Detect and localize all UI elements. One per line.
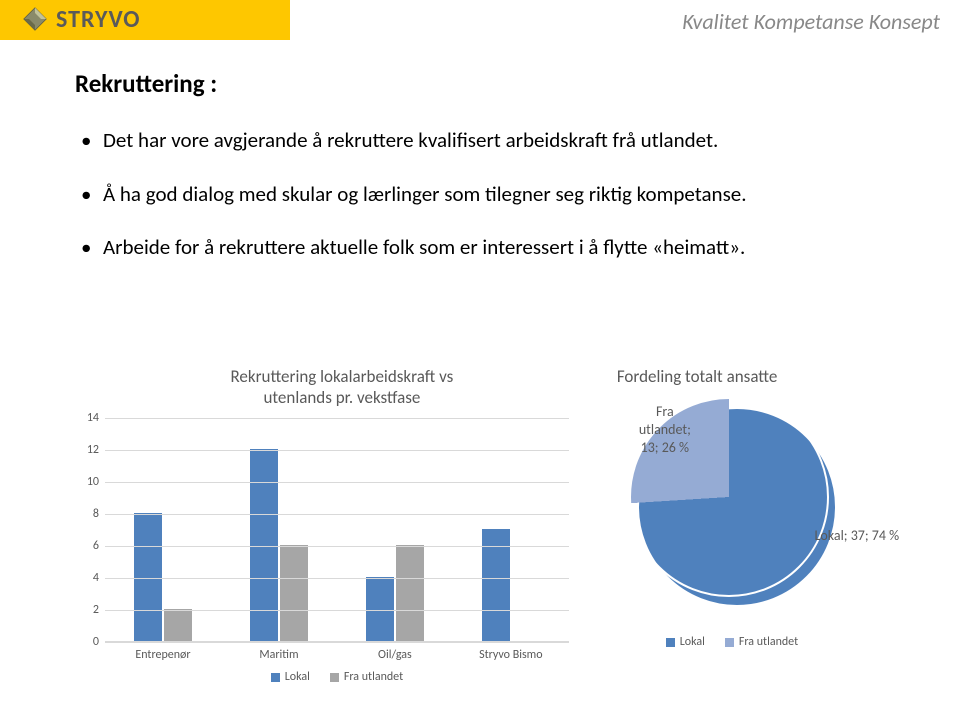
y-axis-label: 4: [79, 571, 99, 585]
bar-chart-title-line: utenlands pr. vekstfase: [263, 387, 420, 408]
bar-group: [134, 513, 192, 641]
y-axis-label: 14: [79, 411, 99, 425]
bullet-item: Det har vore avgjerande å rekruttere kva…: [81, 127, 885, 155]
gridline: [105, 450, 569, 451]
legend-swatch: [271, 673, 280, 682]
legend-swatch: [666, 638, 675, 647]
y-axis-label: 2: [79, 603, 99, 617]
gridline: [105, 482, 569, 483]
bullet-item: Å ha god dialog med skular og lærlinger …: [81, 181, 885, 209]
legend-item: Lokal: [271, 670, 310, 684]
bar-chart-title: Rekruttering lokalarbeidskraft vs utenla…: [75, 366, 569, 408]
gridline: [105, 642, 569, 643]
bullet-list: Det har vore avgjerande å rekruttere kva…: [75, 127, 885, 262]
bar: [280, 545, 308, 641]
bar: [250, 449, 278, 641]
legend-item: Fra utlandet: [330, 670, 403, 684]
y-axis-label: 8: [79, 507, 99, 521]
bar-group: [250, 449, 308, 641]
gridline: [105, 546, 569, 547]
y-axis-label: 12: [79, 443, 99, 457]
bar-chart-plot: 02468101214: [105, 418, 569, 642]
pie-chart-title: Fordeling totalt ansatte: [579, 366, 885, 387]
logo-icon: [20, 4, 50, 34]
pie-chart: Fordeling totalt ansatte Frautlandet;13;…: [579, 366, 885, 684]
gridline: [105, 610, 569, 611]
pie-slice-label: Lokal; 37; 74 %: [797, 527, 917, 545]
legend-item: Fra utlandet: [725, 635, 798, 649]
bar: [134, 513, 162, 641]
y-axis-label: 0: [79, 635, 99, 649]
brand-logo: STRYVO: [20, 4, 140, 34]
bar-chart-title-line: Rekruttering lokalarbeidskraft vs: [230, 366, 453, 387]
gridline: [105, 514, 569, 515]
bar-chart-legend: Lokal Fra utlandet: [105, 670, 569, 684]
bar: [164, 609, 192, 641]
bar-groups: [105, 418, 569, 641]
gridline: [105, 418, 569, 419]
bar-chart-xlabels: Entrepenør Maritim Oil/gas Stryvo Bismo: [105, 648, 569, 662]
charts-row: Rekruttering lokalarbeidskraft vs utenla…: [75, 366, 885, 684]
slide-header: STRYVO Kvalitet Kompetanse Konsept: [0, 0, 960, 48]
bar: [366, 577, 394, 641]
legend-swatch: [725, 638, 734, 647]
slide-title: Rekruttering :: [75, 68, 885, 99]
legend-item: Lokal: [666, 635, 705, 649]
legend-label: Lokal: [285, 670, 310, 684]
legend-label: Lokal: [680, 635, 705, 649]
bullet-item: Arbeide for å rekruttere aktuelle folk s…: [81, 234, 885, 262]
slide-content: Rekruttering : Det har vore avgjerande å…: [0, 48, 960, 262]
y-axis-label: 6: [79, 539, 99, 553]
pie-chart-legend: Lokal Fra utlandet: [579, 635, 885, 649]
bar-chart: Rekruttering lokalarbeidskraft vs utenla…: [75, 366, 569, 684]
brand-tagline: Kvalitet Kompetanse Konsept: [682, 8, 940, 35]
x-axis-label: Oil/gas: [360, 648, 430, 662]
legend-label: Fra utlandet: [739, 635, 798, 649]
pie-wrap: Frautlandet;13; 26 % Lokal; 37; 74 %: [627, 397, 847, 617]
brand-name: STRYVO: [56, 5, 140, 34]
legend-label: Fra utlandet: [344, 670, 403, 684]
gridline: [105, 578, 569, 579]
bar-group: [366, 545, 424, 641]
x-axis-label: Stryvo Bismo: [476, 648, 546, 662]
legend-swatch: [330, 673, 339, 682]
bar: [396, 545, 424, 641]
pie-slice-label: Frautlandet;13; 26 %: [625, 403, 705, 458]
y-axis-label: 10: [79, 475, 99, 489]
x-axis-label: Entrepenør: [128, 648, 198, 662]
x-axis-label: Maritim: [244, 648, 314, 662]
